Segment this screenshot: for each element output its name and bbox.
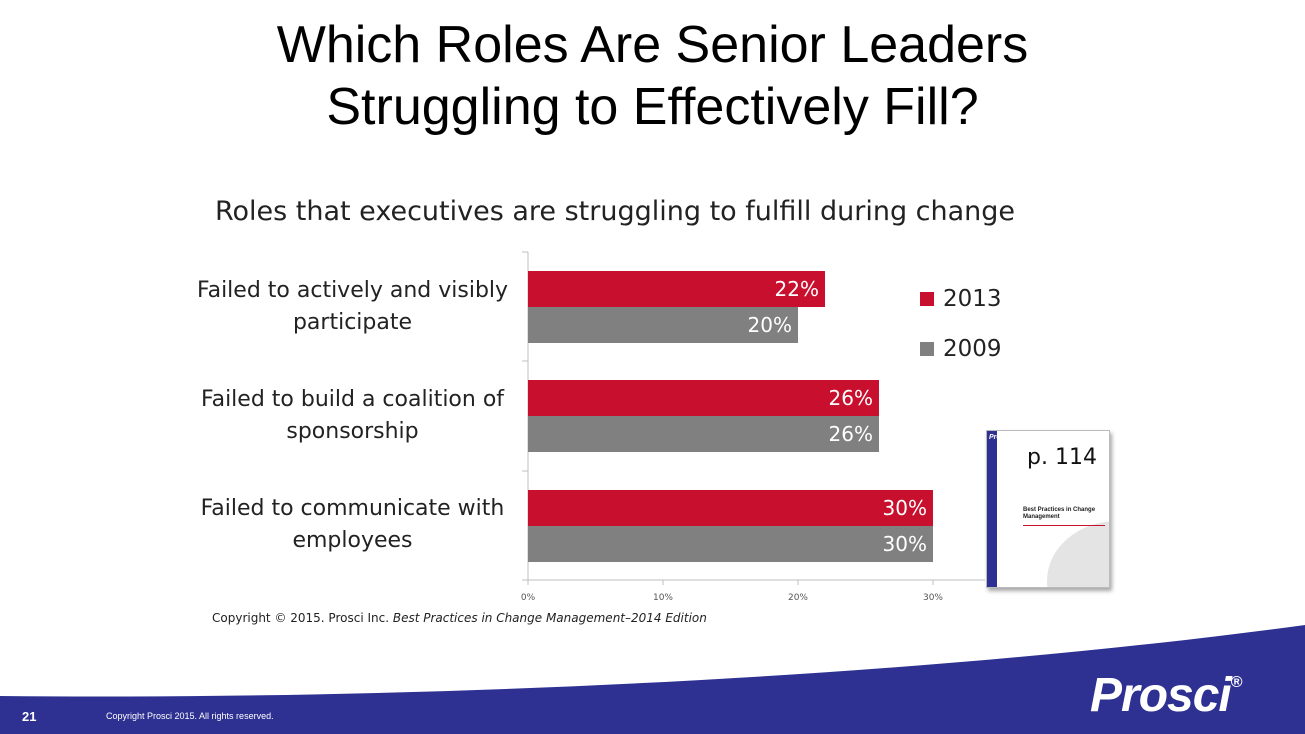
category-label-2-line-2: sponsorship [286,419,419,444]
data-label-2013-1: 22% [775,277,819,301]
legend-swatch-2009 [920,342,934,356]
slide-title: Which Roles Are Senior Leaders Strugglin… [0,14,1305,138]
bar-2013-1 [528,271,825,307]
source-citation: Copyright © 2015. Prosci Inc. Best Pract… [212,611,707,625]
slide-title-line-1: Which Roles Are Senior Leaders [276,16,1029,74]
bar-2009-1 [528,307,798,343]
bar-2009-2 [528,416,879,452]
x-tick-label-10: 10% [653,593,673,603]
category-label-1-line-2: participate [292,310,413,335]
data-label-2009-3: 30% [883,532,927,556]
legend-label-2009: 2009 [943,336,1002,362]
footer-band [0,625,1305,734]
category-label-3: Failed to communicate with employees [180,493,525,557]
page-reference: p. 114 [1027,445,1097,470]
bar-2009-3 [528,526,933,562]
prosci-logo-text: Prosci [1090,669,1232,722]
data-label-2009-1: 20% [748,313,792,337]
bar-2013-2 [528,380,879,416]
prosci-logo: Prosci® [1090,668,1243,723]
bar-2013-3 [528,490,933,526]
legend-swatch-2013 [920,292,934,306]
book-cover-wave [1047,521,1109,587]
legend-item-2013: 2013 [920,286,1002,312]
book-cover-brand: Prosci [989,434,1011,441]
slide-number: 21 [22,709,37,724]
category-label-1-line-1: Failed to actively and visibly [196,278,509,303]
source-title: Best Practices in Change Management–2014… [392,611,707,625]
x-tick-label-30: 30% [923,593,943,603]
book-cover-title: Best Practices in Change Management [1023,507,1096,520]
chart-title: Roles that executives are struggling to … [214,196,1016,227]
category-label-2: Failed to build a coalition of sponsorsh… [180,384,525,448]
footer-wave [0,625,1305,734]
source-prefix: Copyright © 2015. Prosci Inc. [212,611,393,625]
legend-item-2009: 2009 [920,336,1002,362]
book-cover-rule [1023,525,1105,526]
data-label-2013-3: 30% [883,496,927,520]
book-cover-thumbnail: Prosci p. 114 Best Practices in Change M… [986,430,1110,588]
x-tick-label-0: 0% [521,593,536,603]
data-label-2013-2: 26% [829,386,873,410]
category-label-2-line-1: Failed to build a coalition of [200,387,505,412]
footer-copyright: Copyright Prosci 2015. All rights reserv… [106,711,274,721]
registered-mark: ® [1230,674,1243,691]
legend-label-2013: 2013 [943,286,1002,312]
category-label-3-line-1: Failed to communicate with [200,496,505,521]
x-tick-label-20: 20% [788,593,808,603]
category-label-3-line-2: employees [292,528,413,553]
data-label-2009-2: 26% [829,422,873,446]
slide-title-line-2: Struggling to Effectively Fill? [326,78,979,136]
category-label-1: Failed to actively and visibly participa… [180,275,525,339]
book-cover-spine [987,431,997,587]
